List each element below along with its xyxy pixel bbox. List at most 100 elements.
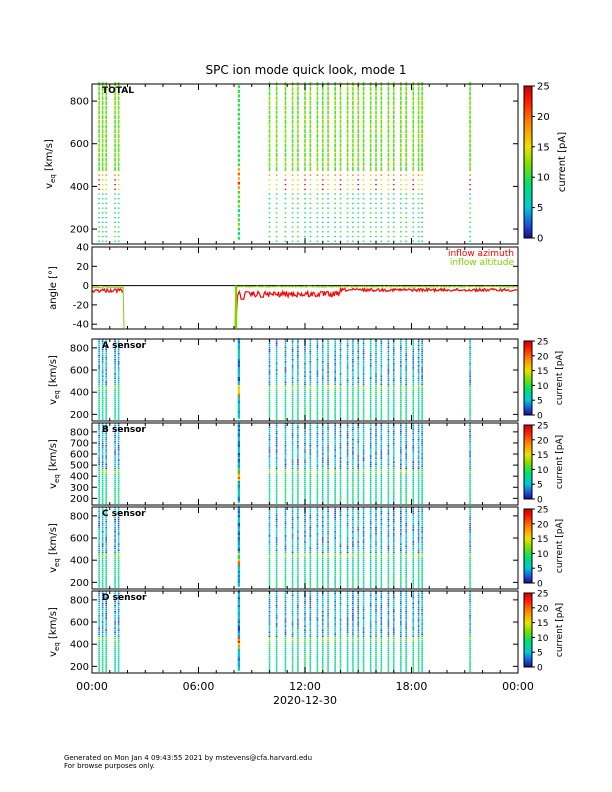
scan-cell xyxy=(117,434,120,437)
scan-cell xyxy=(400,157,402,162)
scan-cell xyxy=(304,551,306,554)
scan-cell xyxy=(321,578,324,580)
scan-cell xyxy=(339,533,342,535)
ytick-label: 20 xyxy=(76,262,89,273)
scan-cell xyxy=(309,124,312,129)
scan-cell xyxy=(98,385,100,388)
scan-cell xyxy=(291,475,294,478)
scan-column xyxy=(297,422,299,504)
scan-cell xyxy=(101,86,104,91)
scan-cell xyxy=(339,226,342,228)
scan-cell xyxy=(117,348,120,351)
scan-cell xyxy=(114,358,116,361)
scan-cell xyxy=(275,221,278,223)
scan-cell xyxy=(352,496,354,498)
scan-cell xyxy=(117,539,120,541)
scan-cell xyxy=(291,350,294,353)
scan-cell xyxy=(98,543,100,545)
scan-cell xyxy=(375,198,377,200)
scan-cell xyxy=(114,119,116,124)
scan-cell xyxy=(352,393,354,396)
scan-cell xyxy=(421,193,423,195)
scan-cell xyxy=(291,518,294,521)
scan-cell xyxy=(297,561,299,564)
dense-cell xyxy=(237,204,240,208)
scan-cell xyxy=(327,522,329,525)
scan-cell xyxy=(304,565,306,568)
ylabel-unit: [km/s] xyxy=(44,139,55,174)
scan-cell xyxy=(400,467,402,470)
dense-cell xyxy=(237,497,240,501)
scan-cell xyxy=(304,399,306,402)
scan-cell xyxy=(352,367,354,369)
scan-cell xyxy=(387,469,390,472)
scan-cell xyxy=(268,551,271,554)
scan-cell xyxy=(297,361,299,363)
scan-cell xyxy=(98,547,100,550)
scan-cell xyxy=(400,350,402,353)
scan-cell xyxy=(114,438,116,441)
scan-cell xyxy=(297,531,299,533)
scan-cell xyxy=(369,371,372,373)
scan-cell xyxy=(421,344,423,347)
scan-cell xyxy=(357,202,360,205)
scan-cell xyxy=(304,555,306,558)
scan-cell xyxy=(275,520,278,523)
scan-cell xyxy=(387,498,390,500)
scan-cell xyxy=(275,383,278,386)
scan-cell xyxy=(275,352,278,355)
scan-cell xyxy=(387,101,390,106)
dense-cell xyxy=(237,358,240,362)
scan-cell xyxy=(309,557,312,560)
scan-column xyxy=(284,506,287,588)
scan-cell xyxy=(380,457,383,459)
scan-cell xyxy=(316,235,319,238)
scan-cell xyxy=(346,383,349,386)
scan-cell xyxy=(101,535,104,537)
scan-cell xyxy=(98,537,100,539)
scan-cell xyxy=(105,565,107,568)
scan-cell xyxy=(101,143,104,148)
scan-cell xyxy=(346,557,349,560)
scan-cell xyxy=(334,553,336,556)
scan-cell xyxy=(412,346,415,349)
scan-cell xyxy=(421,496,423,498)
scan-cell xyxy=(98,571,100,574)
scan-cell xyxy=(362,174,365,176)
scan-cell xyxy=(346,344,349,347)
scan-column xyxy=(469,338,471,420)
scan-cell xyxy=(334,475,336,478)
scan-cell xyxy=(357,399,360,402)
scan-cell xyxy=(412,469,415,472)
scan-cell xyxy=(369,438,372,441)
scan-cell xyxy=(392,96,395,101)
scan-cell xyxy=(387,371,390,373)
scan-cell xyxy=(334,451,336,453)
scan-cell xyxy=(316,508,319,511)
scan-cell xyxy=(114,453,116,455)
scan-cell xyxy=(316,188,319,190)
scan-cell xyxy=(375,86,377,91)
scan-cell xyxy=(412,167,415,172)
scan-cell xyxy=(334,518,336,521)
scan-cell xyxy=(400,152,402,157)
scan-cell xyxy=(412,240,415,242)
scan-cell xyxy=(101,361,104,363)
scan-cell xyxy=(469,434,471,437)
scan-cell xyxy=(417,432,420,435)
scan-cell xyxy=(387,221,390,223)
scan-cell xyxy=(357,162,360,167)
scan-cell xyxy=(412,358,415,361)
scan-cell xyxy=(352,571,354,574)
scan-cell xyxy=(334,541,336,543)
scan-cell xyxy=(375,183,377,186)
scan-cell xyxy=(101,212,104,214)
scan-cell xyxy=(297,226,299,228)
scan-cell xyxy=(346,508,349,511)
scan-cell xyxy=(352,492,354,494)
scan-cell xyxy=(405,188,407,190)
scan-cell xyxy=(362,202,365,205)
scan-cell xyxy=(291,578,294,580)
scan-cell xyxy=(417,492,420,494)
scan-cell xyxy=(412,152,415,157)
